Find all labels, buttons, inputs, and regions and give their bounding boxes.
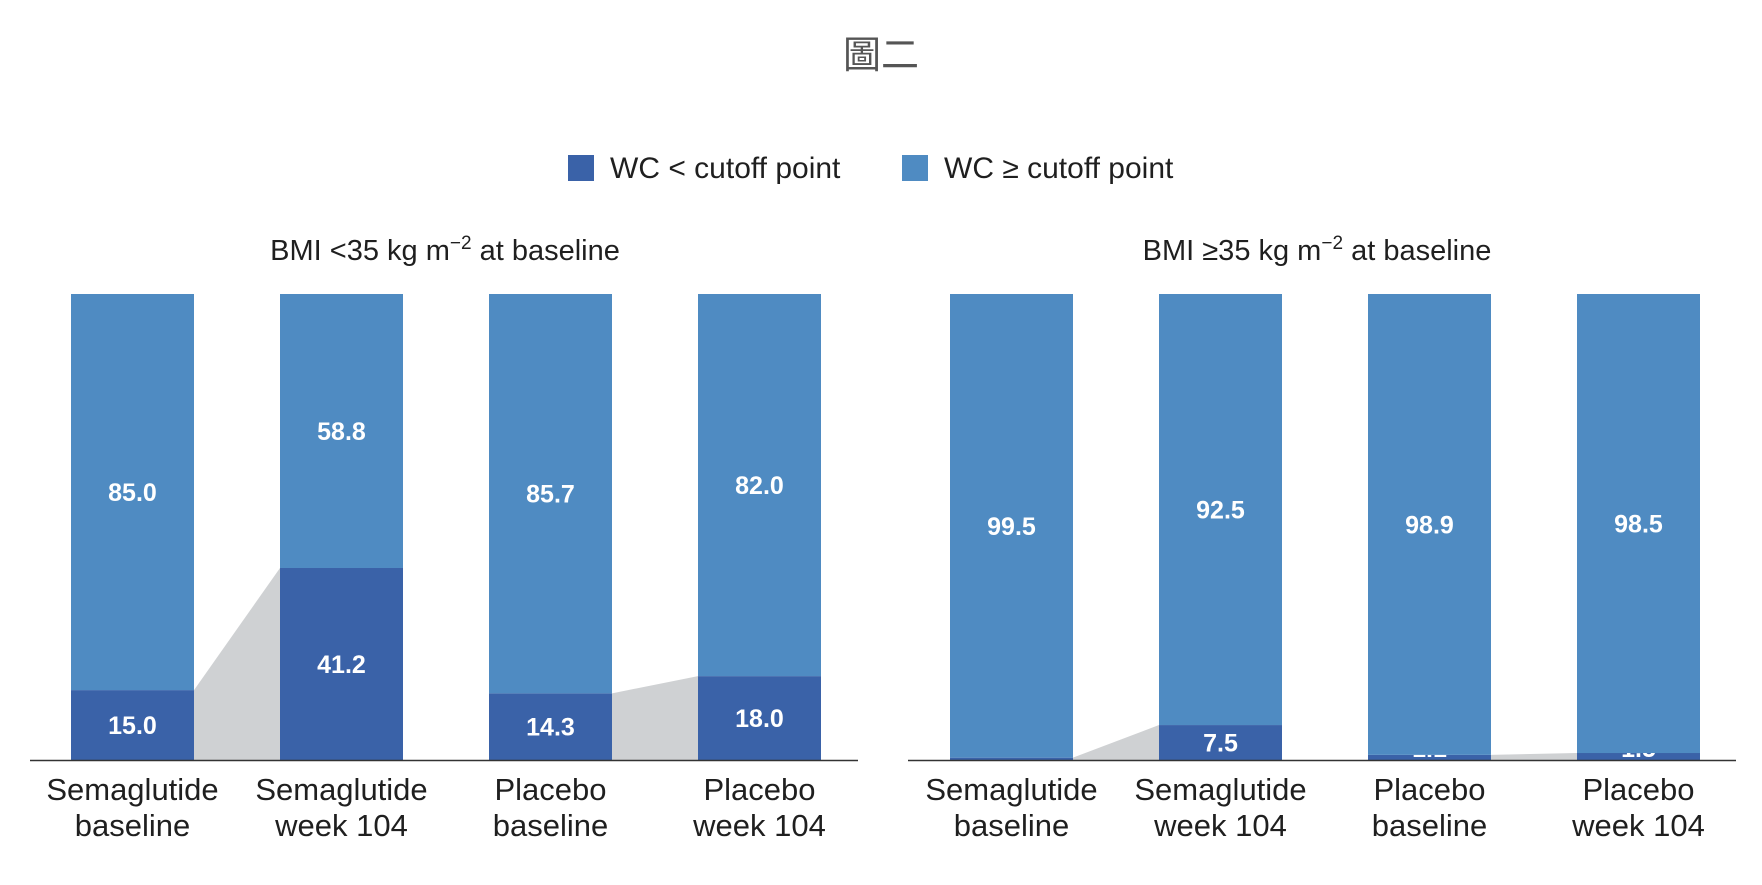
category-label: week 104 bbox=[274, 808, 408, 843]
connector-area bbox=[1491, 753, 1577, 760]
legend: WC < cutoff point WC ≥ cutoff point bbox=[568, 152, 1174, 185]
legend-swatch-above bbox=[902, 155, 928, 181]
data-label-above: 92.5 bbox=[1196, 497, 1245, 525]
category-label: Semaglutide bbox=[46, 772, 218, 807]
data-label-above: 85.7 bbox=[526, 481, 575, 509]
data-label-below: 14.3 bbox=[526, 714, 575, 742]
legend-swatch-below bbox=[568, 155, 594, 181]
bar-segment-above-cutoff bbox=[1577, 294, 1700, 754]
bar-segment-below-cutoff bbox=[1159, 725, 1282, 760]
bar-segment-above-cutoff bbox=[71, 294, 194, 691]
bar-segment-above-cutoff bbox=[280, 294, 403, 569]
category-label: Semaglutide bbox=[925, 772, 1097, 807]
bar-segment-above-cutoff bbox=[1159, 294, 1282, 726]
connector-area bbox=[194, 568, 280, 760]
bar-segment-above-cutoff bbox=[489, 294, 612, 694]
data-label-above: 98.5 bbox=[1614, 511, 1663, 539]
data-label-above: 99.5 bbox=[987, 513, 1036, 541]
category-label: baseline bbox=[1372, 808, 1487, 843]
panel-bmi-35-plus: BMI ≥35 kg m−2 at baseline 0.599.5Semagl… bbox=[908, 233, 1736, 843]
category-label: baseline bbox=[954, 808, 1069, 843]
category-label: week 104 bbox=[692, 808, 826, 843]
category-label: baseline bbox=[75, 808, 190, 843]
data-label-below: 18.0 bbox=[735, 705, 784, 733]
connector-area bbox=[612, 676, 698, 760]
category-label: Semaglutide bbox=[255, 772, 427, 807]
data-label-above: 82.0 bbox=[735, 472, 784, 500]
data-label-above: 85.0 bbox=[108, 479, 157, 507]
panel-bmi-under-35: BMI <35 kg m−2 at baseline 15.0 85.0 Semag… bbox=[30, 233, 858, 843]
data-label-above: 98.9 bbox=[1405, 511, 1454, 539]
bar-segment-below-cutoff bbox=[1577, 753, 1700, 760]
bar-segment-above-cutoff bbox=[950, 294, 1073, 758]
data-label-above: 58.8 bbox=[317, 418, 366, 446]
bar-segment-below-cutoff bbox=[1368, 754, 1491, 760]
category-label: baseline bbox=[493, 808, 608, 843]
bar-segment-below-cutoff bbox=[71, 690, 194, 760]
category-label: week 104 bbox=[1153, 808, 1287, 843]
legend-label-above: WC ≥ cutoff point bbox=[944, 152, 1174, 185]
category-label: Semaglutide bbox=[1134, 772, 1306, 807]
figure-title: 圖二 bbox=[842, 33, 919, 77]
data-label-below: 7.5 bbox=[1203, 730, 1238, 758]
bar-segment-below-cutoff bbox=[698, 676, 821, 760]
panel-title: BMI ≥35 kg m−2 at baseline bbox=[1143, 233, 1492, 267]
category-label: Placebo bbox=[494, 772, 606, 807]
category-label: Placebo bbox=[1582, 772, 1694, 807]
bar-segment-below-cutoff bbox=[950, 757, 1073, 760]
category-label: Placebo bbox=[1373, 772, 1485, 807]
data-label-below: 41.2 bbox=[317, 651, 366, 679]
bar-segment-above-cutoff bbox=[698, 294, 821, 677]
connector-area bbox=[1073, 725, 1159, 760]
data-label-below: 15.0 bbox=[108, 712, 157, 740]
bar-segment-below-cutoff bbox=[280, 568, 403, 760]
bar-segment-above-cutoff bbox=[1368, 294, 1491, 755]
legend-label-below: WC < cutoff point bbox=[610, 152, 841, 185]
bar-segment-below-cutoff bbox=[489, 693, 612, 760]
category-label: week 104 bbox=[1571, 808, 1705, 843]
panel-title: BMI <35 kg m−2 at baseline bbox=[270, 233, 620, 267]
category-label: Placebo bbox=[703, 772, 815, 807]
